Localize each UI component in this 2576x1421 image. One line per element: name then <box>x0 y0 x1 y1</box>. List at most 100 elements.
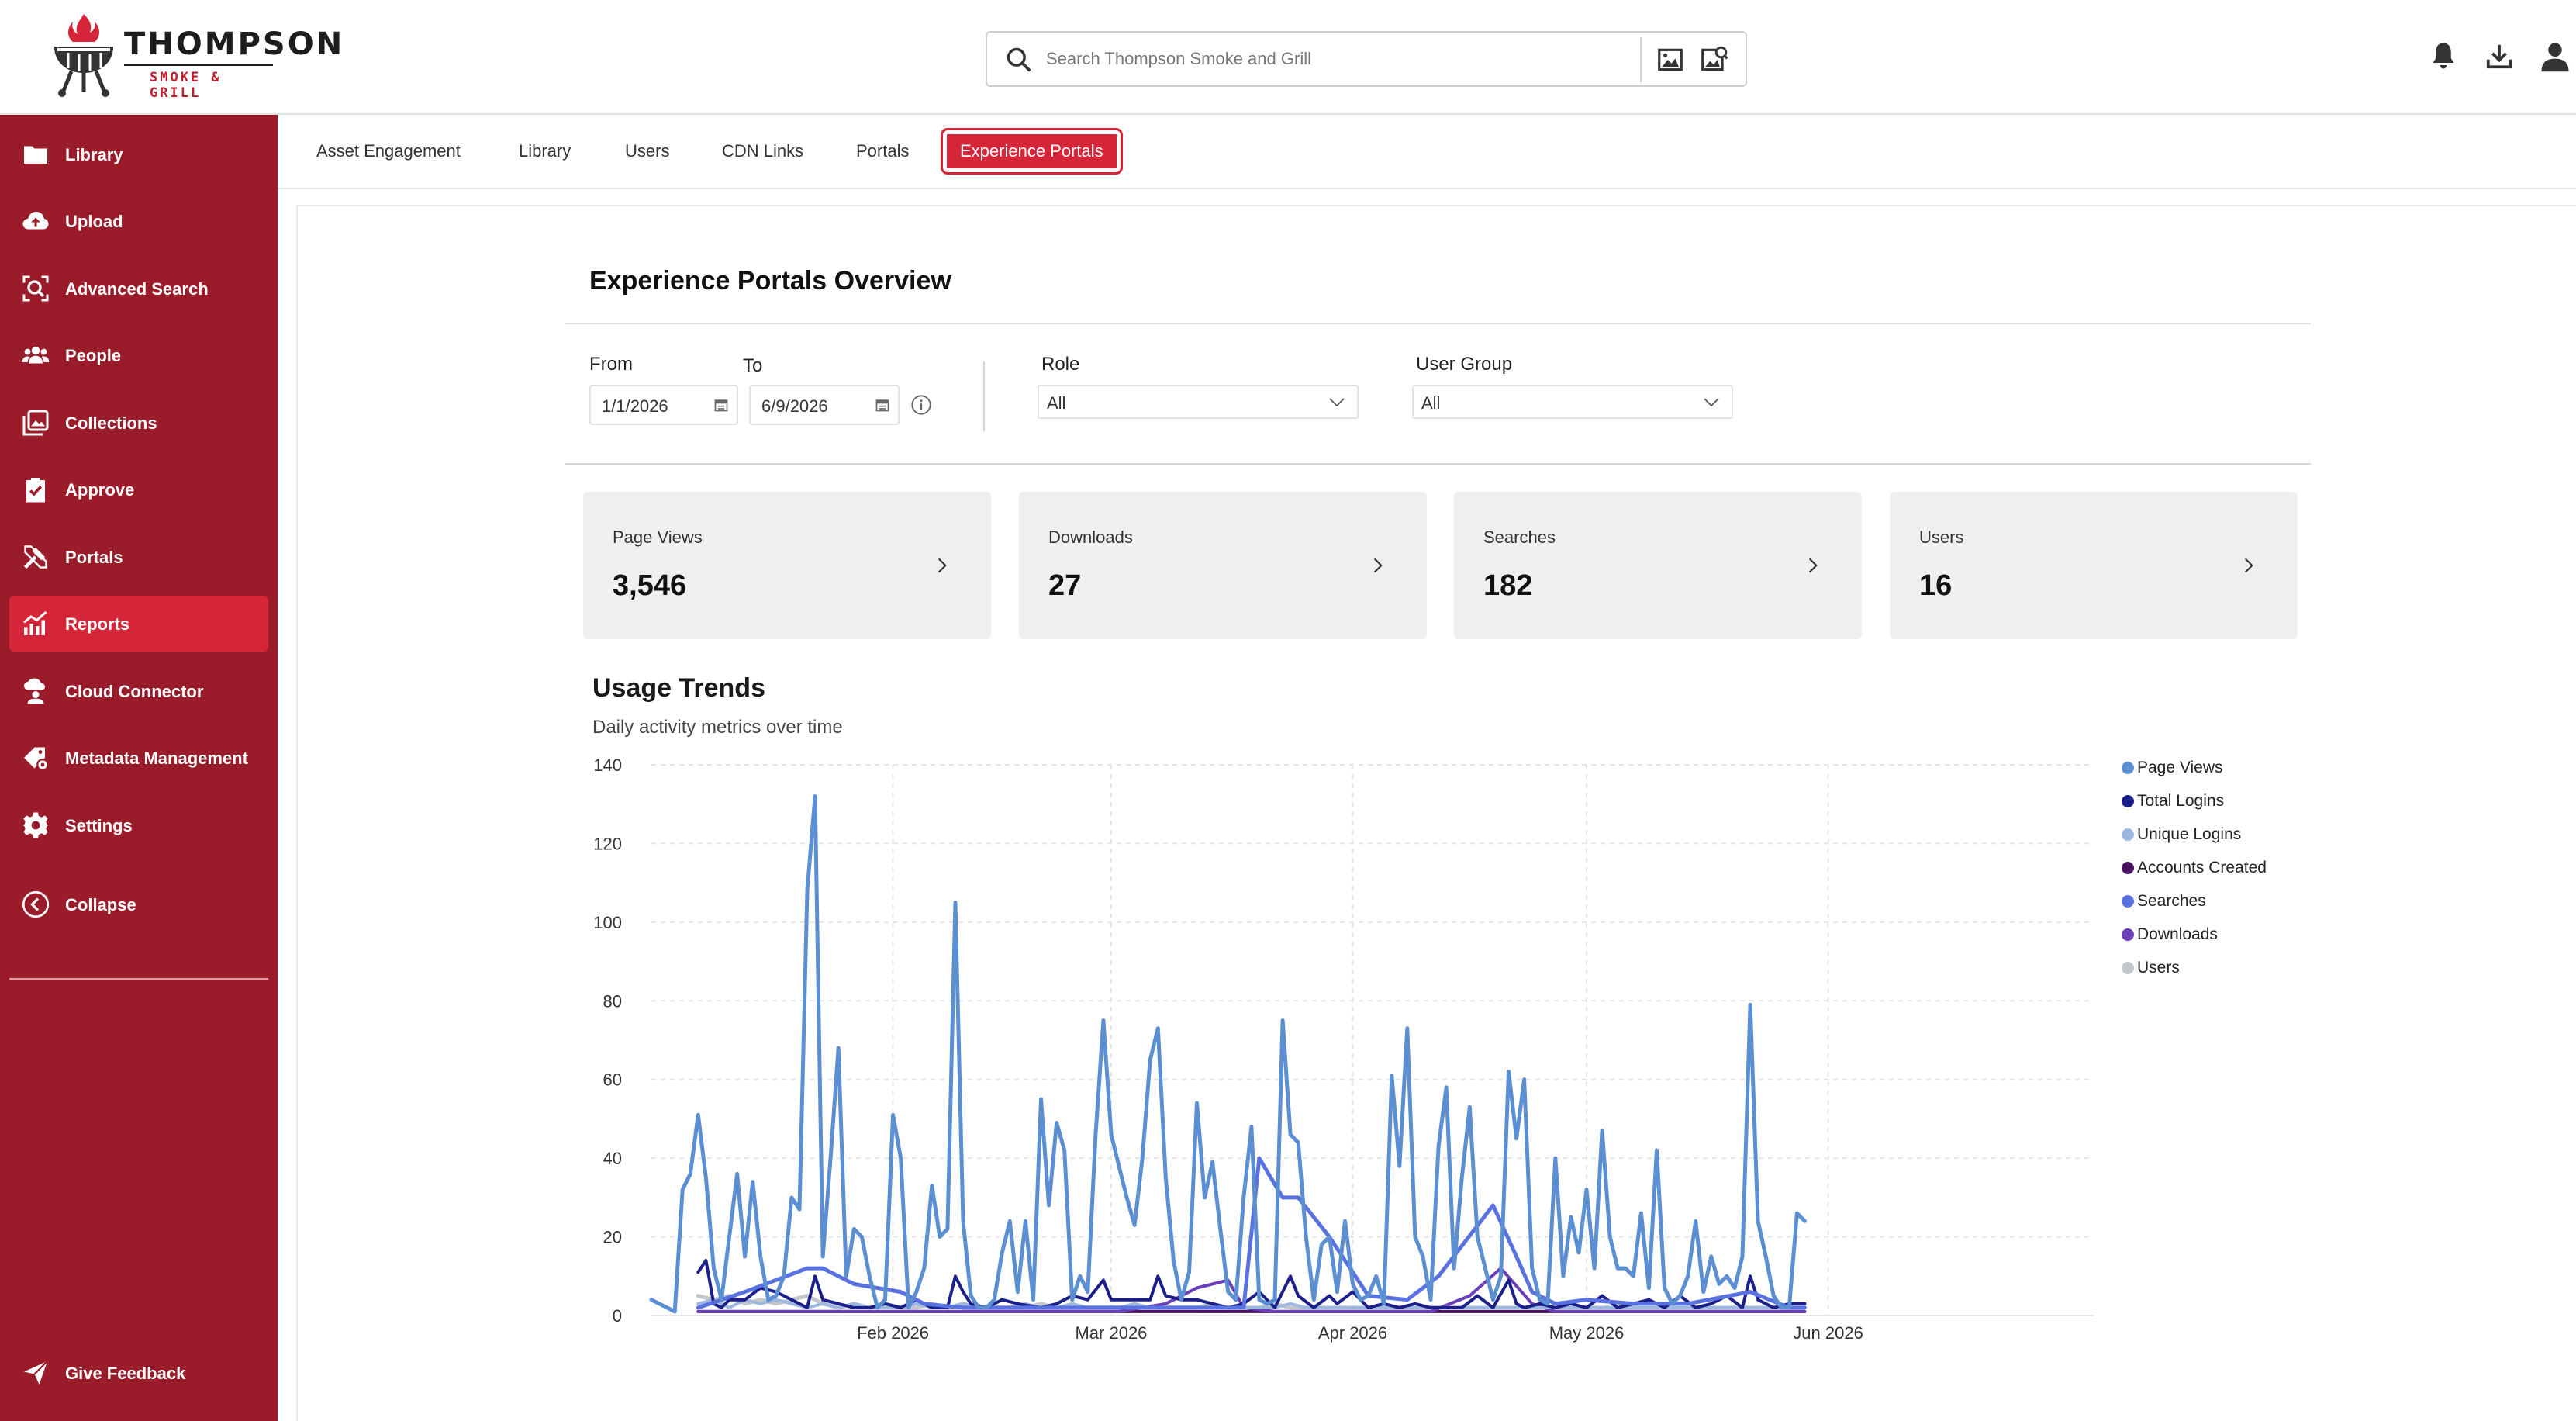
sidebar: Library Upload Advanced Search People Co… <box>0 115 278 1421</box>
title-divider <box>565 323 2311 324</box>
info-icon[interactable] <box>910 394 932 416</box>
calendar-icon[interactable] <box>875 397 890 413</box>
tools-icon <box>23 545 47 569</box>
content-panel <box>296 205 2576 1421</box>
tab-experience-portals[interactable]: Experience Portals <box>941 128 1123 175</box>
calendar-icon[interactable] <box>713 397 729 413</box>
sidebar-item-cloud-connector[interactable]: Cloud Connector <box>9 663 268 719</box>
tab-asset-engagement[interactable]: Asset Engagement <box>316 141 461 161</box>
send-icon <box>24 1360 48 1385</box>
card-value: 27 <box>1048 569 1082 602</box>
sidebar-item-metadata-management[interactable]: Metadata Management <box>9 730 268 786</box>
page-title: Experience Portals Overview <box>589 266 951 296</box>
chevron-right-icon <box>938 558 947 573</box>
clipboard-check-icon <box>26 478 45 503</box>
legend-swatch <box>2122 928 2134 941</box>
users-card[interactable]: Users 16 <box>1890 492 2298 639</box>
usage-trends-chart: 0 20 40 60 80 100 120 140 Feb 2026 Mar 2026 Apr 20… <box>593 755 2094 1343</box>
card-label: Page Views <box>613 527 703 547</box>
sidebar-item-upload[interactable]: Upload <box>9 193 268 249</box>
give-feedback-button[interactable]: Give Feedback <box>9 1345 268 1401</box>
filter-divider <box>983 361 985 431</box>
brand-tagline: SMOKE & GRILL <box>150 70 222 101</box>
user-group-select[interactable]: All <box>1412 385 1733 419</box>
top-bar: THOMPSON SMOKE & GRILL <box>0 0 2576 115</box>
sidebar-item-collections[interactable]: Collections <box>9 395 268 451</box>
filter-divider-bottom <box>565 463 2311 465</box>
tab-library[interactable]: Library <box>519 141 571 161</box>
downloads-card[interactable]: Downloads 27 <box>1019 492 1427 639</box>
y-tick-label: 40 <box>603 1149 622 1168</box>
from-date-input[interactable]: 1/1/2026 <box>589 385 738 425</box>
grill-logo-icon <box>54 14 113 97</box>
sidebar-item-advanced-search[interactable]: Advanced Search <box>9 261 268 316</box>
sidebar-item-library[interactable]: Library <box>9 126 268 182</box>
chevron-right-icon <box>2244 558 2253 573</box>
tag-gear-icon <box>24 747 49 771</box>
sidebar-collapse-label: Collapse <box>65 895 136 914</box>
search-divider <box>1640 37 1642 82</box>
usage-trends-subtitle: Daily activity metrics over time <box>592 717 843 738</box>
collections-icon <box>22 410 49 436</box>
sidebar-item-reports[interactable]: Reports <box>9 596 268 652</box>
chart-icon <box>23 610 47 635</box>
role-select[interactable]: All <box>1038 385 1359 419</box>
chevron-down-icon <box>1704 398 1719 407</box>
search-bar <box>986 31 1747 87</box>
card-label: Users <box>1919 527 1964 547</box>
tab-portals[interactable]: Portals <box>856 141 910 161</box>
sidebar-item-label: Collections <box>65 413 157 433</box>
user-account-icon[interactable] <box>2539 40 2571 73</box>
legend-swatch <box>2122 828 2134 841</box>
x-tick-label: Feb 2026 <box>857 1323 929 1343</box>
sidebar-item-label: Settings <box>65 816 133 835</box>
tab-cdn-links[interactable]: CDN Links <box>722 141 804 161</box>
chevron-right-icon <box>1373 558 1383 573</box>
sidebar-collapse-button[interactable]: Collapse <box>9 876 268 932</box>
role-label: Role <box>1041 354 1080 375</box>
legend-label: Page Views <box>2137 759 2223 776</box>
chevron-down-icon <box>1329 398 1345 407</box>
gear-icon <box>22 812 49 838</box>
sidebar-item-label: Approve <box>65 480 135 500</box>
y-tick-label: 0 <box>613 1306 622 1326</box>
legend-label: Searches <box>2137 892 2206 910</box>
search-icon[interactable] <box>1004 45 1034 74</box>
page-views-card[interactable]: Page Views 3,546 <box>583 492 991 639</box>
image-search-icon[interactable] <box>1656 45 1685 74</box>
legend-label: Users <box>2137 959 2180 977</box>
x-tick-label: Mar 2026 <box>1075 1323 1147 1343</box>
user-group-select-value: All <box>1421 393 1441 413</box>
from-label: From <box>589 354 633 375</box>
to-date-input[interactable]: 6/9/2026 <box>749 385 900 425</box>
brand-logo[interactable]: THOMPSON SMOKE & GRILL <box>47 11 342 102</box>
legend-swatch <box>2122 762 2134 774</box>
chevron-right-icon <box>1808 558 1818 573</box>
sidebar-item-label: Cloud Connector <box>65 682 204 701</box>
to-date-value: 6/9/2026 <box>761 396 828 416</box>
brand-divider <box>124 64 273 66</box>
tab-users[interactable]: Users <box>625 141 670 161</box>
notifications-bell-icon[interactable] <box>2429 40 2457 71</box>
legend-label: Total Logins <box>2137 792 2225 810</box>
search-input[interactable] <box>1046 42 1682 76</box>
sidebar-item-label: Library <box>65 145 123 164</box>
sidebar-divider <box>9 978 268 980</box>
legend-swatch <box>2122 795 2134 807</box>
sidebar-item-portals[interactable]: Portals <box>9 529 268 585</box>
series-line-searches <box>696 1156 1807 1310</box>
searches-card[interactable]: Searches 182 <box>1454 492 1862 639</box>
to-label: To <box>743 355 763 376</box>
x-tick-label: Apr 2026 <box>1318 1323 1387 1343</box>
y-tick-label: 140 <box>593 755 622 775</box>
sidebar-item-people[interactable]: People <box>9 327 268 383</box>
report-tabs: Asset Engagement Library Users CDN Links… <box>278 115 2576 189</box>
similar-image-icon[interactable] <box>1699 45 1728 74</box>
sidebar-item-settings[interactable]: Settings <box>9 797 268 853</box>
download-icon[interactable] <box>2484 40 2514 71</box>
legend-swatch <box>2122 862 2134 874</box>
legend-label: Downloads <box>2137 925 2218 943</box>
series-line-total-logins <box>696 1259 1807 1309</box>
series-line-downloads <box>696 1267 1807 1313</box>
sidebar-item-approve[interactable]: Approve <box>9 462 268 517</box>
